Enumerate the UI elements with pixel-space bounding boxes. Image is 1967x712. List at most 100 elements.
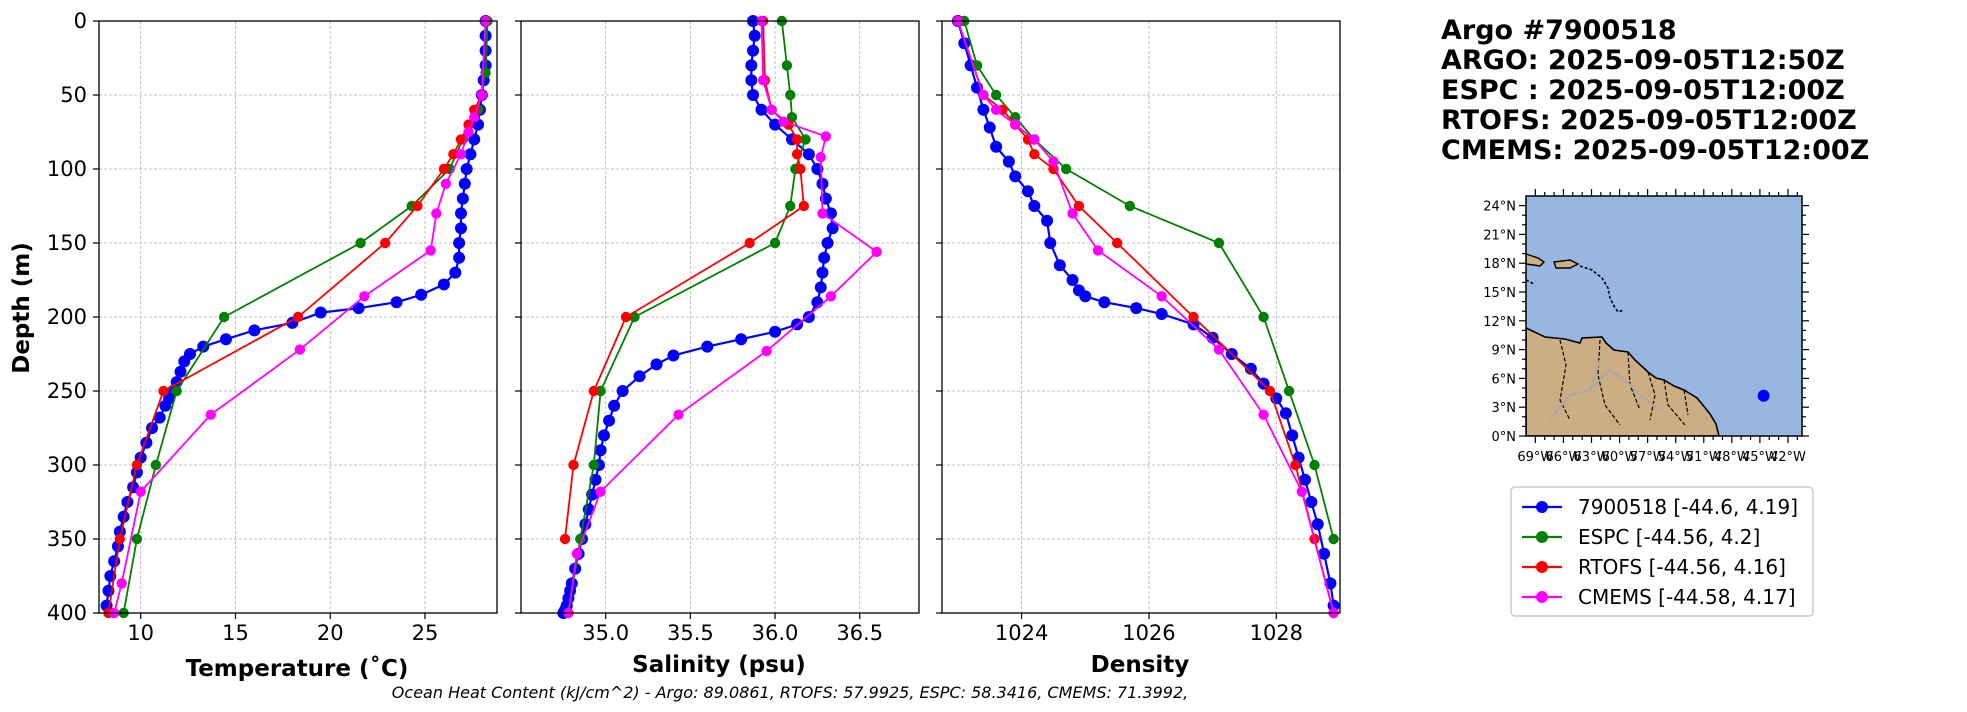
- x-tick-label: 20: [317, 621, 344, 645]
- x-tick-label: 35.0: [582, 621, 629, 645]
- data-point-cmems: [571, 548, 583, 559]
- data-point-cmems: [1092, 245, 1104, 256]
- data-point-7900518: [983, 121, 996, 134]
- data-point-cmems: [1296, 486, 1307, 497]
- data-point-7900518: [454, 222, 467, 235]
- data-point-rtofs: [448, 149, 459, 160]
- data-point-7900518: [1098, 296, 1111, 309]
- data-point-cmems: [359, 291, 370, 302]
- data-point-rtofs: [620, 311, 632, 323]
- x-tick-label: 1026: [1122, 621, 1175, 645]
- map-lat-label: 3°N: [1492, 401, 1517, 416]
- data-point-espc: [355, 237, 366, 249]
- legend-frame: [1510, 486, 1814, 617]
- map-lon-label: 63°W: [1574, 450, 1610, 465]
- legend-label: CMEMS [-44.58, 4.17]: [1578, 585, 1796, 609]
- legend-label: 7900518 [-44.6, 4.19]: [1578, 495, 1798, 519]
- data-point-cmems: [825, 291, 837, 302]
- data-point-7900518: [449, 266, 462, 279]
- data-point-rtofs: [1073, 200, 1085, 212]
- data-point-7900518: [453, 237, 466, 249]
- map-lon-label: 45°W: [1742, 450, 1778, 465]
- data-point-rtofs: [791, 149, 803, 160]
- map-land-islands: [1526, 253, 1580, 269]
- data-point-espc: [785, 89, 796, 101]
- salinity-axis-label: Salinity (psu): [632, 652, 806, 678]
- data-point-espc: [171, 385, 182, 397]
- map-rivers: [1549, 359, 1661, 421]
- data-point-7900518: [755, 103, 768, 116]
- density-panel: 1024 1026 1028: [936, 15, 1341, 645]
- data-point-7900518: [1244, 362, 1257, 375]
- data-point-cmems: [978, 89, 989, 101]
- map-lon-label: 60°W: [1602, 450, 1638, 465]
- map-lat-label: 9°N: [1492, 344, 1517, 359]
- data-point-cmems: [440, 178, 452, 189]
- data-point-7900518: [816, 266, 829, 279]
- data-point-cmems: [116, 578, 127, 589]
- data-point-7900518: [1286, 429, 1299, 442]
- data-point-cmems: [1067, 208, 1078, 219]
- data-point-rtofs: [412, 200, 423, 212]
- data-point-7900518: [1066, 274, 1079, 286]
- data-point-7900518: [802, 311, 815, 323]
- data-point-cmems: [817, 208, 828, 219]
- map-lat-label: 21°N: [1483, 228, 1516, 243]
- data-point-espc: [150, 459, 162, 471]
- data-point-rtofs: [131, 459, 143, 471]
- x-tick-label: 35.5: [667, 621, 714, 645]
- data-point-cmems: [871, 246, 882, 258]
- data-point-rtofs: [1264, 385, 1276, 397]
- data-point-rtofs: [379, 237, 391, 249]
- data-point-7900518: [1187, 318, 1200, 331]
- x-tick-label: 1028: [1250, 621, 1303, 645]
- y-tick-label: 50: [60, 83, 87, 107]
- data-point-7900518: [454, 207, 467, 220]
- data-point-rtofs: [455, 134, 467, 145]
- legend-marker: [1536, 531, 1548, 543]
- data-point-espc: [990, 89, 1002, 101]
- data-point-7900518: [117, 510, 130, 523]
- data-point-7900518: [1053, 259, 1066, 272]
- data-point-espc: [1213, 237, 1225, 249]
- data-point-7900518: [821, 237, 834, 249]
- data-point-rtofs: [438, 163, 450, 175]
- map-ticks: 24°N 21°N 18°N 15°N 12°N 9°N 6°N 3°N 0°N69°W66°W…: [1483, 189, 1809, 465]
- data-point-7900518: [1041, 214, 1054, 227]
- legend-label: RTOFS [-44.56, 4.16]: [1578, 555, 1786, 579]
- data-point-7900518: [437, 278, 450, 291]
- density-series-group: [951, 15, 1340, 619]
- map-lon-label: 54°W: [1658, 450, 1694, 465]
- data-point-7900518: [464, 148, 477, 161]
- data-point-7900518: [977, 103, 990, 116]
- data-point-7900518: [769, 118, 782, 131]
- data-point-7900518: [108, 555, 121, 568]
- temperature-axis-label: Temperature (˚C): [186, 655, 409, 682]
- data-point-7900518: [1002, 155, 1015, 168]
- data-point-7900518: [633, 370, 646, 383]
- salinity-panel: 35.0 35.5 36.0 36.5: [515, 15, 920, 645]
- data-point-7900518: [1311, 518, 1324, 531]
- data-point-7900518: [178, 355, 191, 368]
- data-point-7900518: [745, 74, 758, 87]
- y-tick-label: 150: [47, 231, 87, 255]
- data-point-rtofs: [744, 237, 755, 249]
- data-point-7900518: [802, 148, 815, 161]
- data-point-7900518: [826, 222, 839, 235]
- data-point-7900518: [608, 399, 621, 412]
- series-line-espc: [963, 20, 1335, 540]
- data-point-espc: [1124, 200, 1136, 212]
- data-point-7900518: [453, 251, 466, 264]
- data-point-7900518: [769, 325, 782, 338]
- x-tick-label: 15: [222, 621, 249, 645]
- data-point-7900518: [818, 251, 831, 264]
- data-point-7900518: [735, 333, 748, 346]
- data-point-7900518: [1130, 302, 1143, 315]
- data-point-espc: [1309, 459, 1320, 471]
- data-point-7900518: [811, 296, 824, 309]
- data-point-cmems: [820, 131, 832, 142]
- data-point-cmems: [757, 75, 769, 86]
- data-point-7900518: [747, 89, 760, 101]
- map-lat-label: 6°N: [1492, 372, 1517, 387]
